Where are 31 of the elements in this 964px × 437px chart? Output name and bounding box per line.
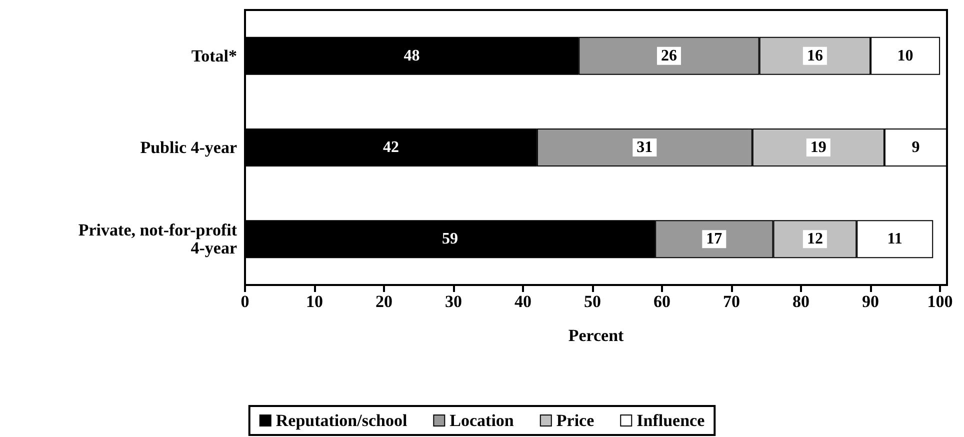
data-label: 26 <box>660 47 677 64</box>
y-tick-label: Private, not-for-profit 4-year <box>78 220 238 258</box>
x-tick-label: 50 <box>584 292 602 311</box>
x-tick-label: 20 <box>376 292 393 311</box>
data-label: 19 <box>810 139 826 156</box>
data-label: 11 <box>887 230 902 248</box>
x-tick-label: 70 <box>723 292 740 311</box>
data-label: 59 <box>442 230 458 248</box>
legend-label: Location <box>450 411 514 430</box>
data-label: 9 <box>912 139 920 156</box>
data-label: 17 <box>706 230 722 248</box>
x-tick-label: 0 <box>240 292 250 311</box>
x-tick-label: 100 <box>927 292 953 311</box>
data-label: 48 <box>404 47 420 64</box>
x-axis-title: Percent <box>568 326 624 345</box>
data-label: 31 <box>636 139 653 156</box>
data-label: 10 <box>897 47 914 64</box>
data-label: 16 <box>806 47 823 64</box>
y-tick-label: Public 4-year <box>140 138 238 157</box>
data-label: 12 <box>806 230 823 248</box>
x-tick-label: 80 <box>792 292 810 311</box>
x-tick-label: 10 <box>306 292 324 311</box>
x-tick-label: 60 <box>654 292 671 311</box>
legend-label: Influence <box>636 411 706 430</box>
legend-label: Price <box>556 411 595 430</box>
data-label: 42 <box>382 139 399 156</box>
x-tick-label: 40 <box>514 292 532 311</box>
x-tick-label: 30 <box>445 292 462 311</box>
legend-label: Reputation/school <box>276 411 408 430</box>
x-tick-label: 90 <box>862 292 880 311</box>
y-tick-label: Total* <box>191 46 237 66</box>
